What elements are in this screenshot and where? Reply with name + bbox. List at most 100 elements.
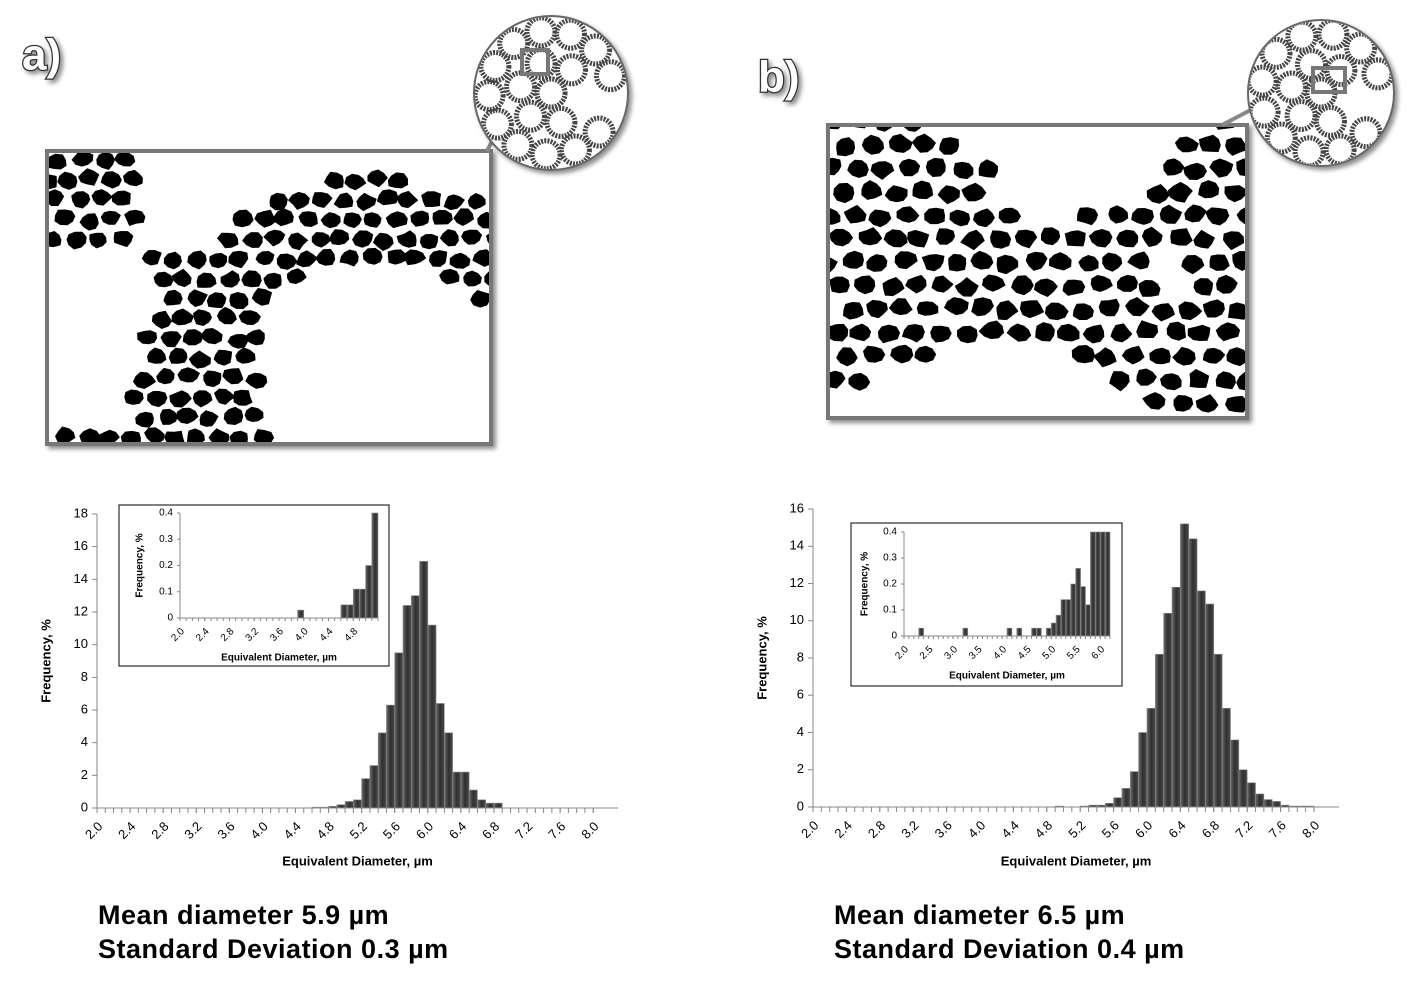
particle: [842, 250, 864, 269]
particle: [241, 270, 262, 288]
fiber-bundle: [1249, 95, 1281, 129]
particle: [1098, 298, 1120, 317]
y-tick-label: 12: [74, 603, 88, 618]
particle: [863, 345, 886, 363]
bar: [493, 802, 503, 809]
particle: [223, 406, 244, 425]
y-tick-label: 8: [81, 669, 88, 684]
particle: [176, 407, 199, 424]
particle: [111, 190, 131, 206]
x-tick-label: 5.2: [347, 819, 370, 842]
x-tick-label: 7.6: [545, 819, 568, 842]
particle: [876, 127, 893, 132]
particle: [996, 254, 1019, 275]
particle: [1108, 205, 1129, 224]
particle: [998, 207, 1021, 224]
bar: [477, 799, 486, 809]
bar: [361, 778, 371, 809]
y-tick-label: 0.4: [159, 508, 173, 519]
particle: [206, 292, 227, 309]
particle: [251, 288, 273, 306]
particle: [907, 229, 930, 248]
bar: [460, 771, 470, 809]
particle: [1082, 324, 1105, 344]
particle: [953, 161, 974, 180]
y-tick-label: 6: [797, 687, 804, 702]
y-axis-title: Frequency, %: [135, 533, 146, 597]
y-tick-label: 0.1: [159, 586, 173, 597]
particle: [1011, 275, 1034, 296]
bar: [1255, 793, 1265, 808]
particle: [362, 247, 383, 265]
particle: [49, 189, 65, 206]
bar: [410, 595, 420, 809]
y-tick-label: 0.2: [159, 560, 173, 571]
bar: [1006, 627, 1013, 637]
particle: [1136, 368, 1157, 386]
y-tick-label: 6: [81, 701, 88, 716]
bar: [1163, 612, 1173, 808]
particle: [830, 370, 846, 389]
particle: [943, 297, 969, 316]
particle: [49, 231, 62, 248]
bar: [1104, 802, 1114, 808]
bar: [297, 609, 305, 619]
micrograph: [45, 149, 493, 446]
particle: [57, 171, 78, 190]
fiber-bundle: [1292, 135, 1326, 165]
particle: [1187, 324, 1211, 341]
bar: [1213, 653, 1223, 808]
particle: [978, 159, 998, 178]
particle: [287, 268, 307, 284]
bar: [346, 604, 354, 619]
bar: [1094, 531, 1101, 637]
x-tick-label: 7.2: [512, 819, 535, 842]
particle: [868, 209, 892, 228]
y-tick-label: 0: [167, 613, 173, 624]
particle: [255, 251, 275, 266]
particle: [120, 430, 141, 442]
particle: [971, 297, 994, 317]
particle: [1019, 300, 1045, 319]
bar: [1099, 531, 1106, 637]
bar: [1080, 586, 1086, 637]
particle: [1090, 275, 1113, 292]
particle: [315, 248, 336, 266]
particle: [830, 257, 838, 273]
fiber-bundles: [475, 17, 627, 169]
particle: [1189, 369, 1210, 388]
particle: [948, 253, 967, 272]
y-tick-label: 14: [790, 538, 804, 553]
charts: 2.0 2.4 2.8 3.2 3.6 4.0 4.4 4.8 5.2 5.6 6.0 6.4 6.8 7…: [38, 500, 1339, 868]
x-tick-label: 5.6: [380, 819, 403, 842]
particle: [961, 182, 987, 202]
x-tick-label: 6.8: [479, 819, 502, 842]
particle: [1071, 345, 1095, 364]
particle: [461, 229, 483, 245]
x-tick-label: 6.0: [413, 819, 436, 842]
bar: [918, 627, 924, 637]
particle: [1236, 371, 1245, 391]
particle: [830, 157, 842, 176]
particle: [1035, 322, 1055, 342]
bar: [1205, 603, 1215, 808]
particle: [1064, 230, 1086, 247]
particle: [1215, 322, 1241, 342]
particle: [263, 229, 286, 247]
x-tick-label: 4.4: [998, 818, 1021, 841]
particle: [100, 171, 122, 189]
x-tick-label: 4.4: [281, 819, 304, 842]
x-tick-label: 5.6: [1099, 818, 1122, 841]
particle: [1088, 229, 1113, 248]
particle: [1117, 274, 1138, 292]
fiber-bundle: [1324, 54, 1358, 87]
particle: [187, 428, 205, 442]
y-tick-label: 4: [81, 734, 88, 749]
particle: [79, 213, 99, 231]
bar: [1104, 531, 1111, 637]
particle: [836, 137, 856, 157]
particle: [177, 367, 200, 383]
particle: [439, 229, 459, 247]
x-tick-label: 4.8: [314, 819, 337, 842]
